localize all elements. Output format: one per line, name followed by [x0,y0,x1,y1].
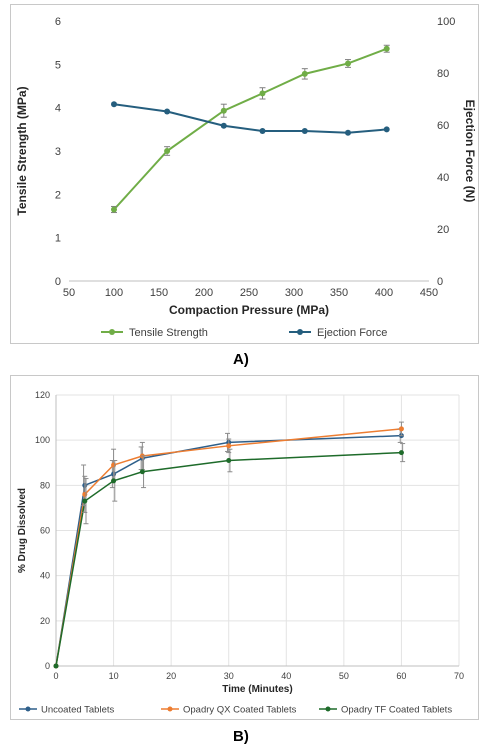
y-tick-label: 3 [55,146,61,158]
y-axis-title: % Drug Dissolved [17,488,28,573]
data-point [111,101,117,108]
x-tick-label: 0 [53,671,58,681]
y-tick-label: 0 [55,276,61,288]
legend-marker [297,329,303,335]
y-tick-label: 1 [55,233,61,245]
x-tick-label: 10 [109,671,119,681]
y-tick-label: 20 [40,616,50,626]
y2-tick-label: 100 [437,16,455,28]
x-tick-label: 200 [195,287,213,299]
series-line-1 [113,103,387,134]
data-point [82,498,88,504]
legend-marker [325,706,331,712]
data-point [398,426,404,432]
data-point [259,127,266,134]
y2-tick-label: 0 [437,276,443,288]
y-tick-label: 40 [40,571,50,581]
x-tick-label: 50 [339,671,349,681]
legend-marker [109,329,115,335]
data-point [226,443,232,449]
y-tick-label: 100 [35,435,50,445]
legend-marker [25,706,31,712]
x-tick-label: 60 [396,671,406,681]
y-tick-label: 80 [40,480,50,490]
data-point [345,129,351,136]
x-axis-title: Time (Minutes) [222,684,292,695]
y2-tick-label: 40 [437,172,449,184]
data-point [111,206,117,213]
y2-tick-label: 60 [437,120,449,132]
y-tick-label: 6 [55,16,61,28]
data-point [220,107,227,114]
series-line-0 [55,434,402,667]
y-tick-label: 5 [55,59,61,71]
chart-a-panel: 50 100 150 200 250 300 350 400 450 0 1 2 3 4 5 6 0 20 40 60… [10,4,479,344]
data-point [111,462,117,468]
data-point [53,663,59,669]
y-tick-label: 0 [45,661,50,671]
x-tick-label: 70 [454,671,464,681]
data-point [139,469,145,475]
chart-b-panel: 0 10 20 30 40 50 60 70 0 20 40 60 80 100 120 Time (Minu… [10,375,479,720]
data-point [111,478,117,484]
x-tick-label: 20 [166,671,176,681]
data-point [383,126,390,133]
y2-tick-label: 20 [437,224,449,236]
x-axis-title: Compaction Pressure (MPa) [169,303,329,317]
data-point [82,491,88,497]
data-point [226,457,232,463]
chart-b-svg: 0 10 20 30 40 50 60 70 0 20 40 60 80 100 120 Time (Minu… [17,390,464,716]
x-tick-label: 400 [375,287,393,299]
data-point [301,70,308,77]
legend-entry: Opadry TF Coated Tablets [341,705,452,716]
legend-entry: Ejection Force [317,327,387,339]
data-point [301,127,308,134]
panel-label-b: B) [233,728,249,745]
y2-axis-title: Ejection Force (N) [463,100,477,203]
data-point [220,122,227,129]
x-tick-label: 150 [150,287,168,299]
x-tick-label: 50 [63,287,75,299]
series-line-2 [55,451,402,667]
data-point [259,90,266,97]
data-point [398,450,404,456]
x-tick-label: 30 [224,671,234,681]
x-tick-label: 350 [330,287,348,299]
y-tick-label: 2 [55,189,61,201]
x-tick-label: 450 [420,287,438,299]
y-axis-title: Tensile Strength (MPa) [15,86,29,215]
data-point [164,108,171,115]
y-tick-label: 120 [35,390,50,400]
data-point [383,45,390,52]
data-point [164,148,171,154]
legend-marker [167,706,173,712]
x-tick-label: 300 [285,287,303,299]
series-line-1 [55,428,402,667]
x-tick-label: 250 [240,287,258,299]
chart-a-svg: 50 100 150 200 250 300 350 400 45001234560204060… [15,16,477,339]
panel-label-a: A) [233,351,249,368]
y-tick-label: 4 [55,103,61,115]
legend-entry: Opadry QX Coated Tablets [183,705,297,716]
y2-tick-label: 80 [437,68,449,80]
legend-entry: Tensile Strength [129,327,208,339]
y-tick-label: 60 [40,526,50,536]
data-point [345,60,351,67]
x-tick-label: 40 [281,671,291,681]
x-tick-label: 100 [105,287,123,299]
legend-entry: Uncoated Tablets [41,705,114,716]
